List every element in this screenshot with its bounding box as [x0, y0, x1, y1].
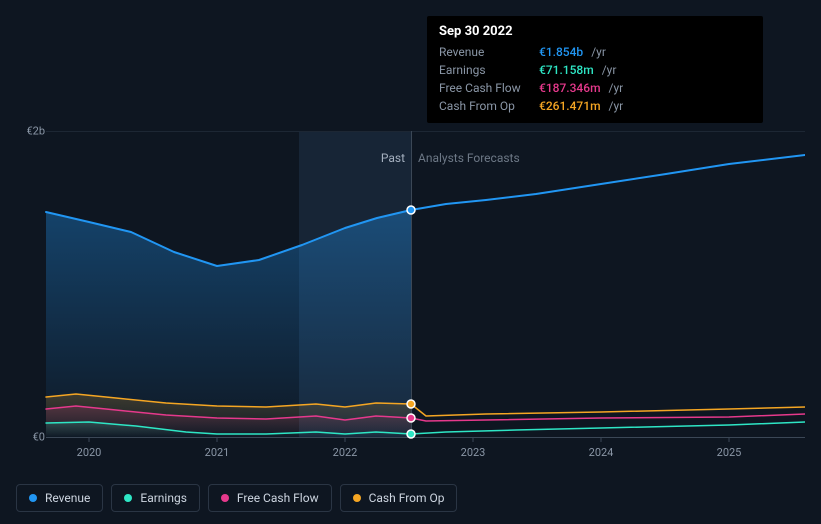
tooltip-row-unit: /yr — [602, 63, 617, 77]
legend-dot-icon — [124, 494, 132, 502]
legend-label: Revenue — [45, 491, 90, 505]
legend-label: Free Cash Flow — [237, 491, 319, 505]
tooltip-row: Earnings €71.158m/yr — [439, 61, 751, 79]
tooltip-row-label: Earnings — [439, 63, 531, 77]
tooltip-row-label: Free Cash Flow — [439, 81, 531, 95]
legend-item-cash_from_op[interactable]: Cash From Op — [340, 484, 458, 512]
tooltip-row: Revenue €1.854b/yr — [439, 43, 751, 61]
tooltip-row-unit: /yr — [609, 99, 624, 113]
x-tick-label: 2024 — [589, 446, 614, 459]
chart-tooltip: Sep 30 2022 Revenue €1.854b/yr Earnings €71… — [427, 16, 763, 123]
legend-dot-icon — [353, 494, 361, 502]
tooltip-date: Sep 30 2022 — [439, 24, 751, 39]
x-tick-label: 2021 — [205, 446, 230, 459]
legend-dot-icon — [29, 494, 37, 502]
y-tick-label: €2b — [26, 125, 45, 138]
region-label-past: Past — [381, 151, 405, 165]
legend-label: Cash From Op — [369, 491, 445, 505]
tooltip-row: Cash From Op €261.471m/yr — [439, 97, 751, 115]
financials-chart[interactable]: Past Analysts Forecasts Sep 30 2022 Reve… — [16, 0, 805, 470]
legend-dot-icon — [221, 494, 229, 502]
x-tick-label: 2025 — [717, 446, 742, 459]
tooltip-row: Free Cash Flow €187.346m/yr — [439, 79, 751, 97]
chart-legend: Revenue Earnings Free Cash Flow Cash From O… — [16, 484, 457, 512]
legend-label: Earnings — [140, 491, 187, 505]
region-label-forecast: Analysts Forecasts — [418, 151, 520, 165]
tooltip-row-value: €187.346m — [539, 81, 601, 95]
x-tick-label: 2022 — [333, 446, 358, 459]
legend-item-free_cash_flow[interactable]: Free Cash Flow — [208, 484, 332, 512]
y-tick-label: €0 — [33, 431, 45, 444]
x-tick-label: 2020 — [77, 446, 102, 459]
tooltip-row-value: €261.471m — [539, 99, 601, 113]
tooltip-row-unit: /yr — [591, 45, 606, 59]
tooltip-row-value: €71.158m — [539, 63, 594, 77]
tooltip-row-value: €1.854b — [539, 45, 583, 59]
tooltip-row-label: Revenue — [439, 45, 531, 59]
x-tick-label: 2023 — [461, 446, 486, 459]
legend-item-earnings[interactable]: Earnings — [111, 484, 200, 512]
tooltip-row-label: Cash From Op — [439, 99, 531, 113]
legend-item-revenue[interactable]: Revenue — [16, 484, 103, 512]
tooltip-row-unit: /yr — [609, 81, 624, 95]
